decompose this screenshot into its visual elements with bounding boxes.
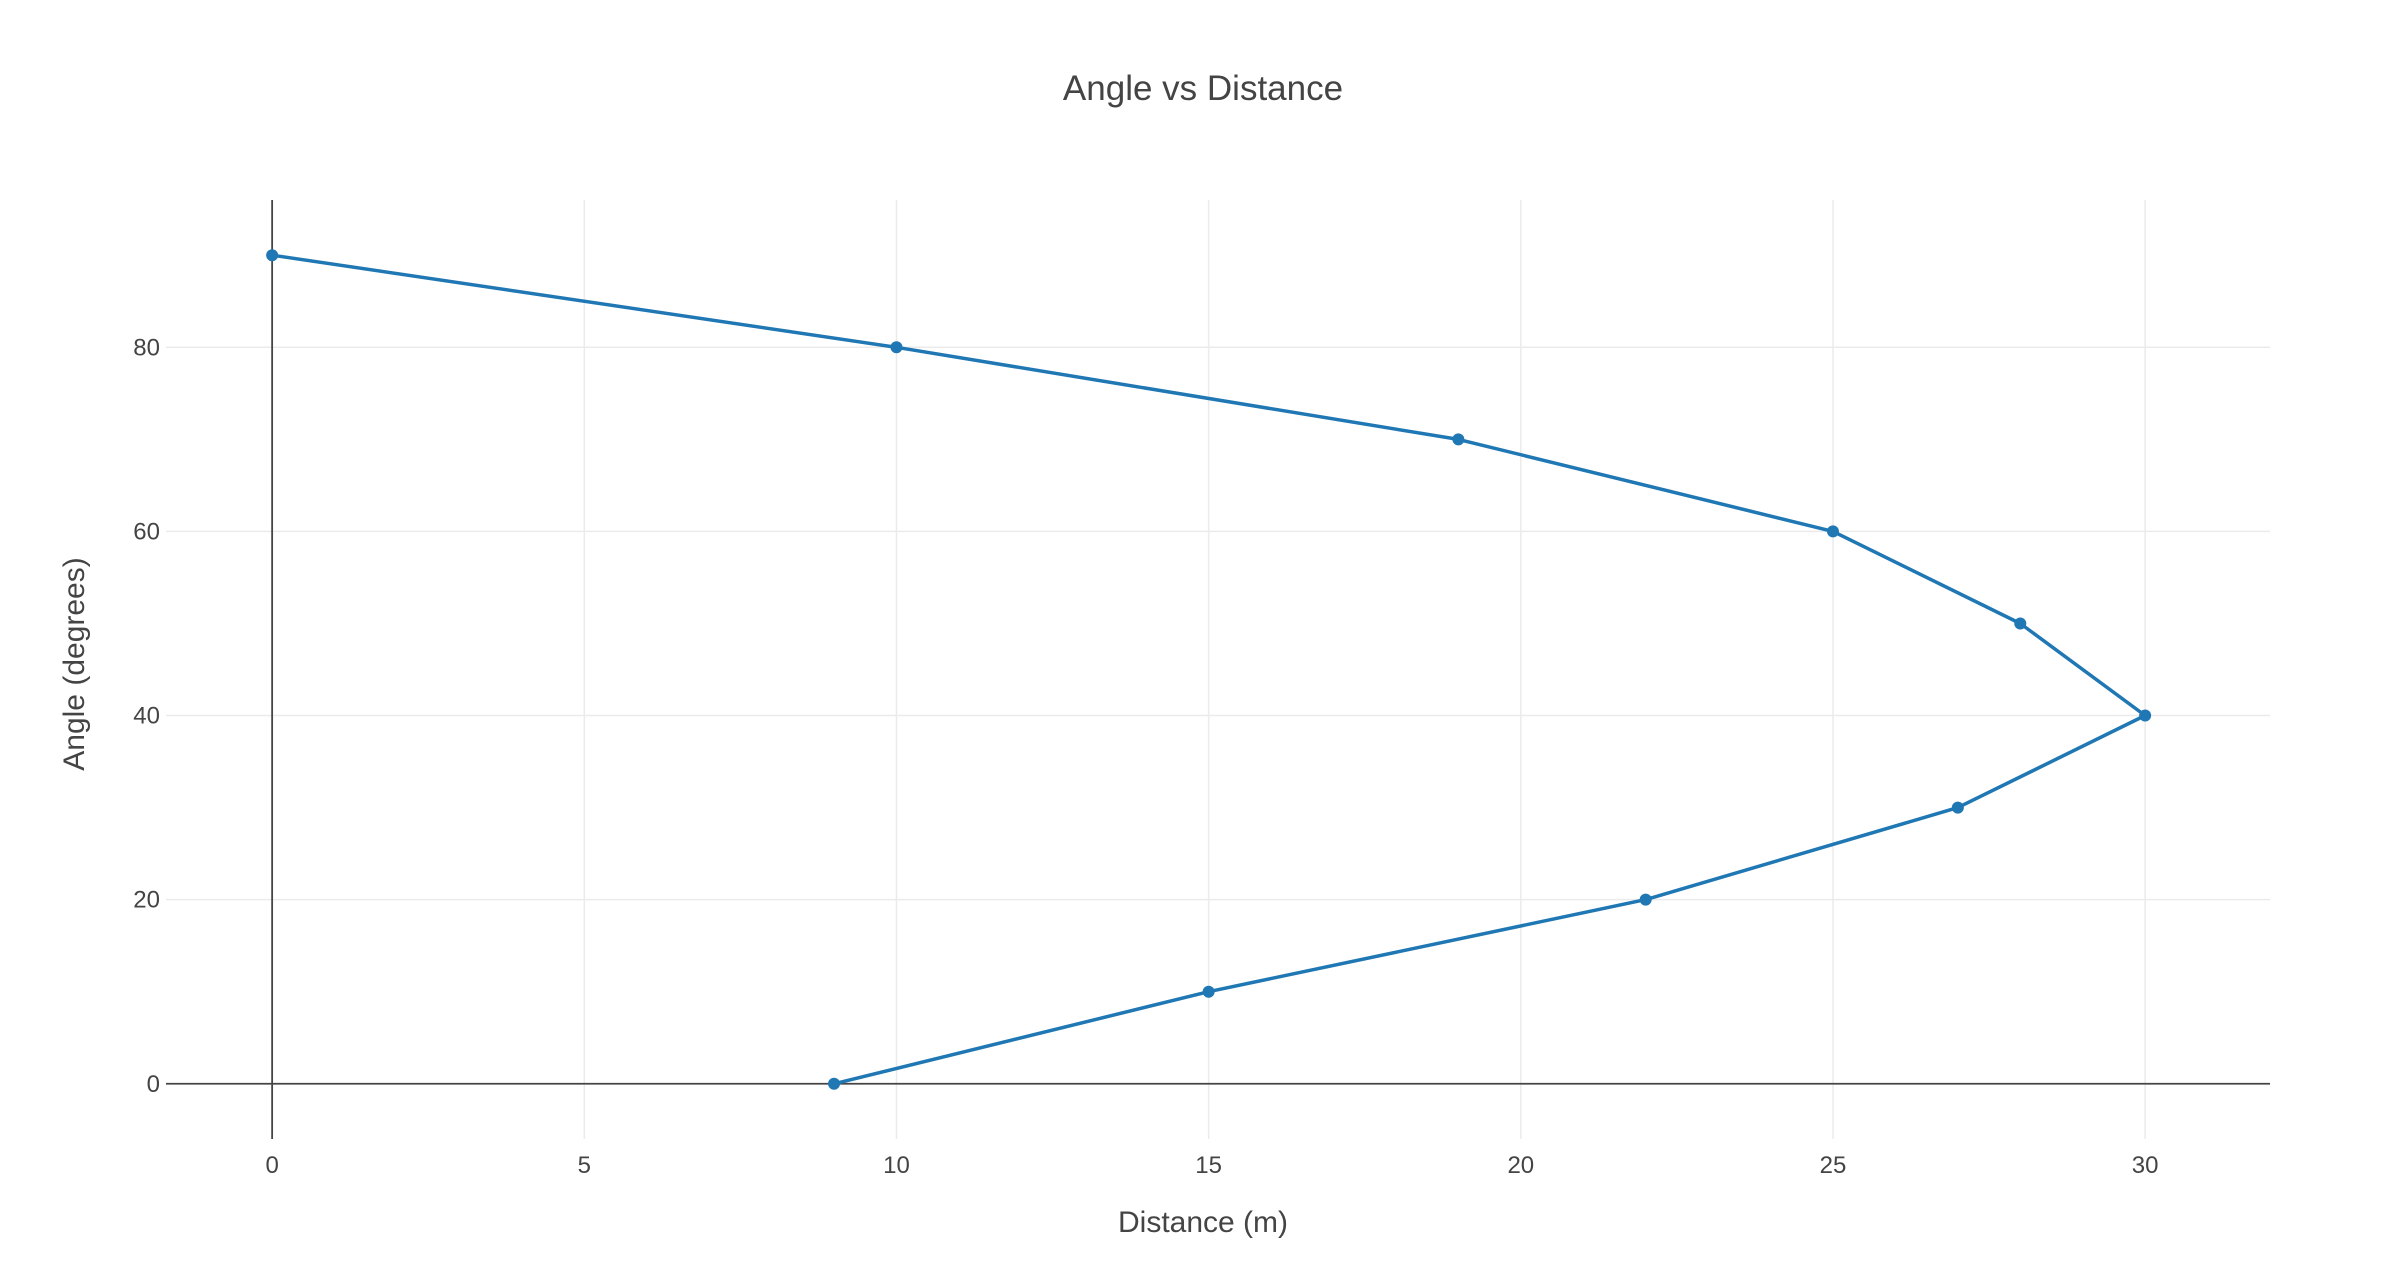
data-point[interactable]: [1826, 525, 1839, 538]
y-tick-label: 0: [147, 1071, 160, 1098]
chart-title: Angle vs Distance: [1063, 69, 1343, 108]
x-tick-label: 30: [2132, 1152, 2159, 1179]
y-tick-label: 60: [133, 518, 160, 545]
data-point[interactable]: [1202, 985, 1215, 998]
series-line: [271, 253, 2147, 1086]
tick-labels: 0 5 10 15 20 25 30 0 20 40 60 80: [133, 334, 2158, 1179]
x-tick-label: 25: [1820, 1152, 1847, 1179]
y-tick-label: 80: [133, 334, 160, 361]
grid-layer: [166, 200, 2270, 1139]
data-point[interactable]: [1951, 801, 1964, 814]
data-point[interactable]: [2139, 709, 2152, 722]
x-tick-label: 0: [265, 1152, 278, 1179]
x-tick-label: 10: [883, 1152, 910, 1179]
series-layer: [266, 249, 2152, 1090]
x-tick-label: 5: [578, 1152, 591, 1179]
x-axis-title: Distance (m): [1118, 1206, 1288, 1239]
y-axis-title: Angle (degrees): [58, 557, 91, 770]
y-tick-label: 40: [133, 703, 160, 730]
x-tick-label: 20: [1507, 1152, 1534, 1179]
zero-lines: [166, 200, 2270, 1139]
data-point[interactable]: [266, 249, 279, 262]
data-point[interactable]: [890, 341, 903, 354]
y-tick-label: 20: [133, 887, 160, 914]
data-point[interactable]: [1639, 893, 1652, 906]
data-point[interactable]: [828, 1077, 841, 1090]
x-tick-label: 15: [1195, 1152, 1222, 1179]
data-point[interactable]: [1452, 433, 1465, 446]
data-point[interactable]: [2014, 617, 2027, 630]
